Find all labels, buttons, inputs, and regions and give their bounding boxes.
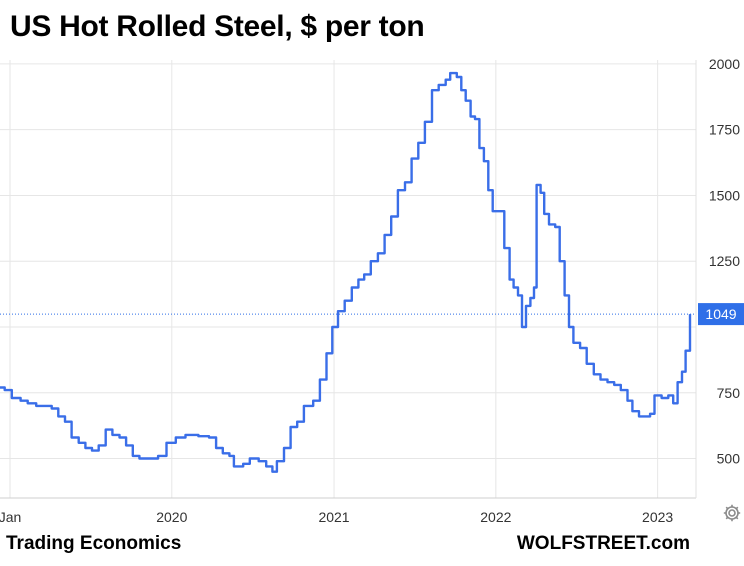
last-value-badge [698, 303, 744, 326]
tick-labels: 500 750 1250 1500 1750 2000 Jan 2020 2021 2022 202… [0, 56, 740, 525]
gear-icon[interactable] [722, 503, 742, 523]
x-tick-label: 2022 [480, 509, 511, 525]
y-tick-label: 1500 [709, 187, 740, 203]
y-tick-label: 750 [717, 385, 741, 401]
chart-title: US Hot Rolled Steel, $ per ton [10, 10, 425, 43]
y-tick-label: 1250 [709, 253, 740, 269]
series-layer [0, 71, 692, 473]
series-line [0, 71, 692, 473]
x-tick-label: Jan [0, 509, 21, 525]
last-value-layer: 1049 [0, 303, 744, 326]
y-tick-label: 1750 [709, 122, 740, 138]
source-label: Trading Economics [6, 533, 182, 554]
x-tick-label: 2021 [318, 509, 349, 525]
site-label: WOLFSTREET.com [516, 533, 690, 554]
last-value-label: 1049 [705, 306, 736, 322]
grid-layer [0, 60, 697, 499]
x-tick-label: 2020 [156, 509, 187, 525]
y-tick-label: 2000 [709, 56, 740, 72]
y-tick-label: 500 [717, 451, 741, 467]
x-tick-label: 2023 [642, 509, 673, 525]
